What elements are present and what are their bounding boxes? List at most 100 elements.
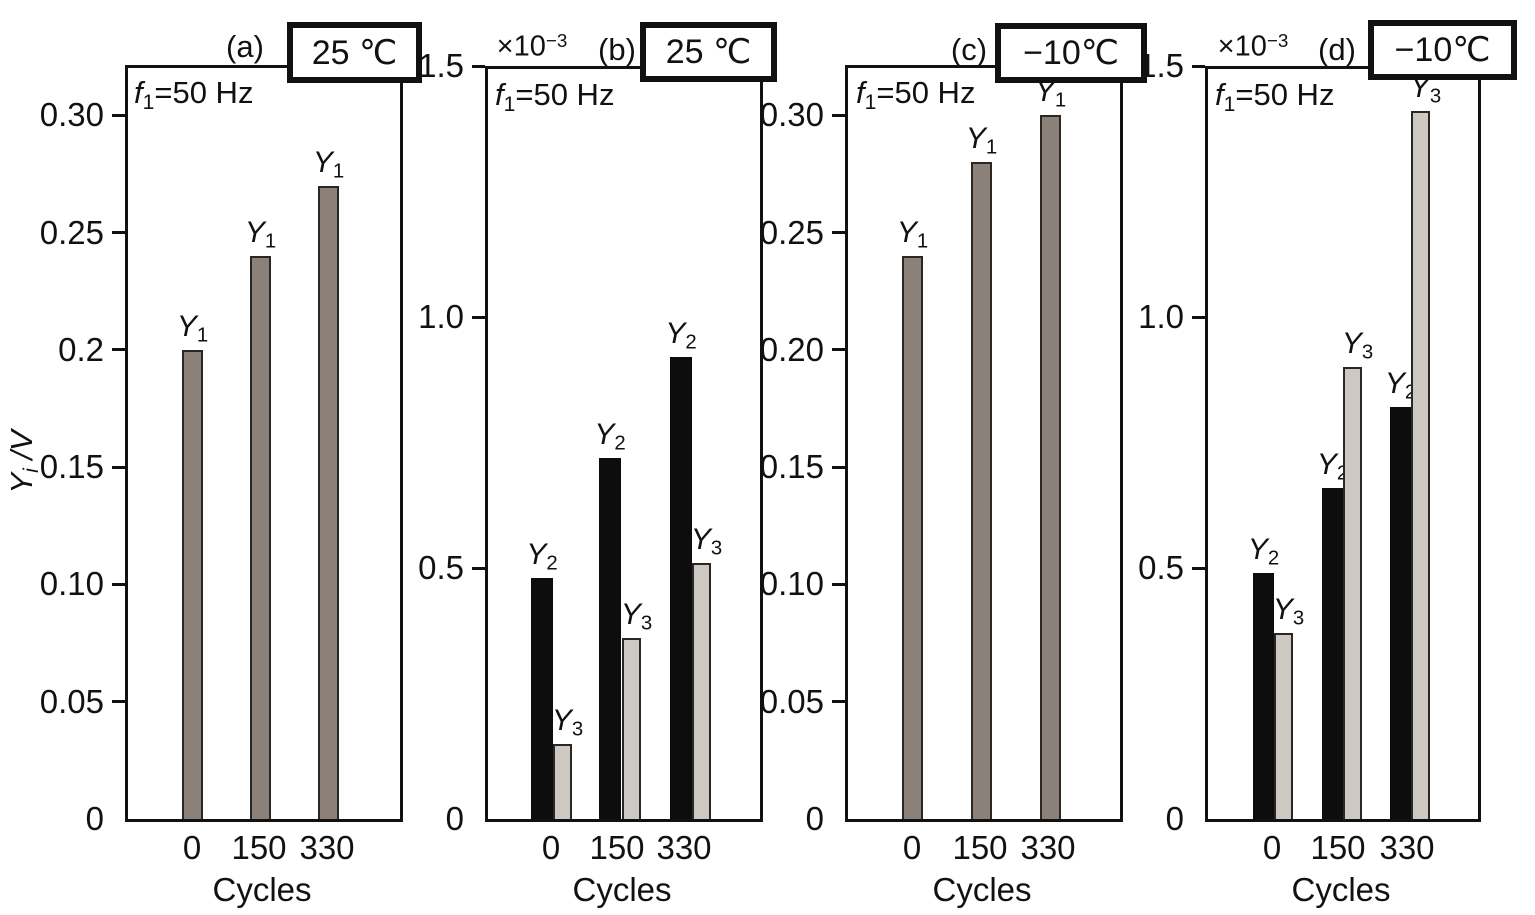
frequency-annotation-d: f1=50 Hz (1215, 78, 1334, 122)
label-subscript: 2 (685, 331, 697, 354)
bar-label-Y2: Y2 (570, 418, 650, 461)
label-base: Y (4, 472, 40, 494)
temperature-legend-b: 25 ℃ (640, 22, 777, 82)
x-tick-label-330: 330 (299, 829, 355, 866)
label-base: Y (312, 145, 333, 179)
y-tick-label: 0.30 (39, 96, 104, 134)
x-tick-label-330: 330 (1020, 829, 1076, 866)
panel-letter-b: (b) (598, 32, 636, 67)
scale-note-base: ×10 (496, 30, 546, 63)
label-subscript: 1 (142, 90, 155, 114)
y-tick-label: 1.0 (418, 298, 464, 335)
y-tick-label: 0.05 (759, 682, 824, 720)
scale-note-b: ×10−3 (462, 25, 602, 62)
y-tick-mark (832, 113, 845, 117)
plot-area-a (125, 65, 403, 822)
y-tick-mark (472, 64, 485, 68)
label-subscript: 1 (985, 137, 998, 160)
x-tick-label-330: 330 (656, 829, 712, 866)
y-tick-mark (1192, 566, 1205, 570)
x-tick-label-150: 150 (589, 829, 645, 866)
label-subscript: 1 (332, 160, 345, 183)
plot-area-c (845, 65, 1123, 822)
frequency-annotation-c: f1=50 Hz (856, 76, 975, 120)
label-base: Y (690, 522, 711, 556)
y-tick-label: 0.2 (58, 330, 104, 368)
bar-label-Y3: Y3 (1249, 593, 1329, 636)
bar-Y3-cycle-330 (1411, 111, 1430, 819)
y-tick-mark (472, 566, 485, 570)
y-tick-mark (112, 348, 125, 352)
y-tick-label: 0.20 (759, 330, 824, 368)
x-tick-label-0: 0 (182, 829, 202, 866)
plot-area-d (1205, 66, 1481, 822)
bar-Y2-cycle-330 (670, 357, 692, 819)
bar-Y1-cycle-330 (318, 185, 339, 819)
y-tick-label: 0.05 (39, 682, 104, 720)
y-axis-title: Yi /V (4, 402, 49, 522)
bar-label-Y1: Y1 (873, 216, 953, 259)
label-base: f (856, 75, 865, 110)
y-tick-mark (832, 465, 845, 469)
label-rest: =50 Hz (876, 75, 976, 110)
y-tick-label: 0 (805, 800, 824, 837)
label-subscript: 2 (546, 552, 558, 575)
label-subscript: 1 (916, 230, 929, 253)
bar-Y1-cycle-330 (1040, 115, 1061, 819)
panel-letter-d: (d) (1318, 32, 1356, 67)
y-tick-mark (832, 348, 845, 352)
label-base: Y (1034, 75, 1055, 109)
y-tick-label: 0.25 (759, 213, 824, 251)
plot-area-b (485, 66, 763, 822)
label-base: f (1215, 77, 1224, 112)
label-base: Y (965, 122, 986, 156)
y-tick-label: 0.5 (1138, 549, 1184, 586)
y-tick-label: 0.30 (759, 96, 824, 134)
label-subscript: 1 (196, 324, 209, 347)
bar-label-Y3: Y3 (528, 704, 608, 747)
bar-label-Y1: Y1 (221, 216, 301, 259)
bar-Y1-cycle-150 (250, 256, 271, 819)
x-axis-title-c: Cycles (932, 871, 1032, 908)
frequency-annotation-a: f1=50 Hz (134, 76, 253, 120)
y-tick-label: 1.0 (1138, 298, 1184, 335)
x-tick-label-150: 150 (1310, 829, 1366, 866)
bar-Y3-cycle-150 (622, 638, 641, 819)
bar-Y2-cycle-0 (531, 578, 553, 819)
y-tick-label: 1.5 (418, 47, 464, 84)
label-subscript: 3 (1429, 85, 1442, 108)
x-tick-label-0: 0 (902, 829, 922, 866)
panel-letter-a: (a) (226, 29, 264, 64)
label-base: Y (1384, 367, 1405, 401)
label-base: Y (1316, 447, 1337, 481)
bar-Y3-cycle-150 (1343, 367, 1362, 819)
scale-note-exponent: −3 (545, 30, 568, 51)
x-tick-label-0: 0 (1262, 829, 1282, 866)
x-axis-title-b: Cycles (572, 871, 672, 908)
x-tick-label-150: 150 (952, 829, 1008, 866)
y-tick-mark (112, 465, 125, 469)
y-tick-label: 0.10 (759, 565, 824, 603)
y-tick-mark (472, 315, 485, 319)
bar-label-Y1: Y1 (942, 122, 1022, 165)
temperature-legend-c: −10℃ (995, 23, 1147, 83)
temperature-legend-a: 25 ℃ (287, 22, 422, 83)
label-subscript: 1 (264, 230, 277, 253)
y-tick-label: 0.10 (39, 565, 104, 603)
y-tick-mark (112, 231, 125, 235)
bar-label-Y3: Y3 (667, 523, 747, 566)
y-tick-label: 0 (1165, 800, 1184, 837)
bar-label-Y1: Y1 (289, 146, 369, 189)
label-subscript: 2 (1405, 382, 1416, 404)
label-subscript: 3 (1292, 607, 1305, 630)
label-subscript: i (19, 468, 43, 473)
bar-Y2-cycle-150 (1322, 487, 1343, 819)
x-tick-label-330: 330 (1379, 829, 1435, 866)
label-rest: =50 Hz (154, 75, 254, 110)
y-tick-mark (112, 700, 125, 704)
label-base: Y (551, 703, 572, 737)
y-tick-label: 0.25 (39, 213, 104, 251)
label-base: Y (594, 417, 615, 451)
label-subscript: 1 (1054, 90, 1067, 113)
